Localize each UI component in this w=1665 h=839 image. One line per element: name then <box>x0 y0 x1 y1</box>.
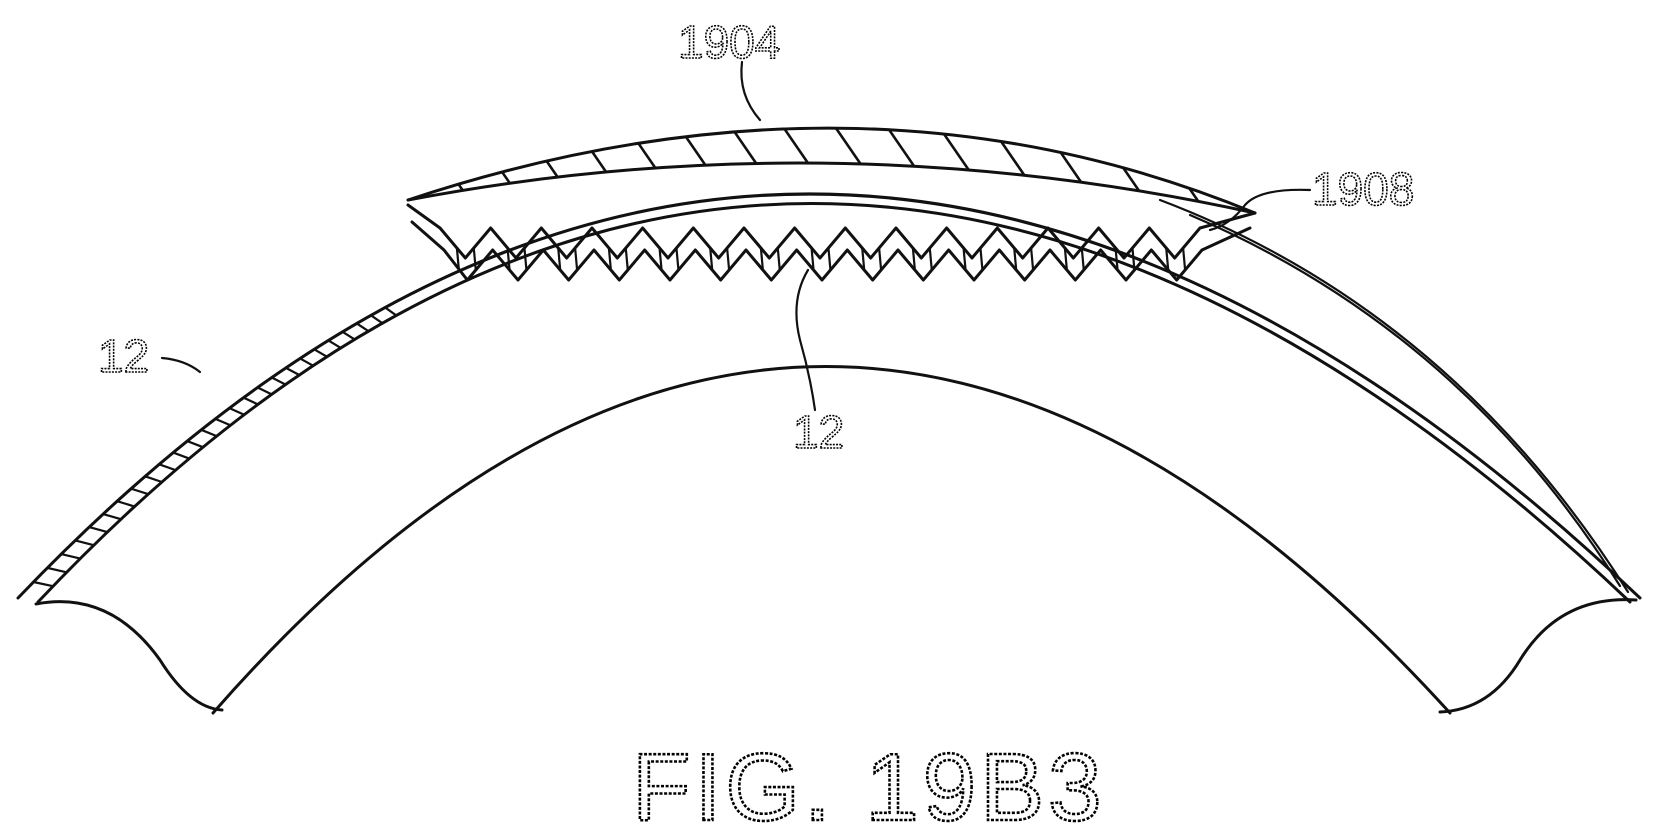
zigzag-cell-divider <box>524 248 526 270</box>
hatch-line <box>1004 70 1114 230</box>
band-cell-divider <box>258 387 272 394</box>
leader-12-center <box>796 270 815 410</box>
band-cell-divider <box>314 349 327 356</box>
zigzag-cell-divider <box>727 248 729 270</box>
band-cell-divider <box>61 554 80 559</box>
leader-1908 <box>1210 190 1310 230</box>
band-cell-divider <box>145 476 162 482</box>
ref-label-12-left: 12 <box>98 330 149 382</box>
band-cell-divider <box>272 378 286 385</box>
leader-1904 <box>741 62 760 120</box>
hatch-line <box>432 70 542 230</box>
band-inner-arc <box>38 204 1630 603</box>
zigzag-cell-divider <box>930 248 932 270</box>
zigzag-cell-divider <box>828 248 830 270</box>
band-cell-divider <box>131 489 148 494</box>
band-cell-divider <box>385 307 396 315</box>
band-cell-divider <box>75 540 94 545</box>
band-cell-divider <box>371 315 382 323</box>
leader-12-left <box>162 358 200 372</box>
ref-label-12-center: 12 <box>793 406 844 458</box>
band-cell-divider <box>159 464 175 470</box>
right-bottom-curve <box>1440 600 1636 712</box>
hatch-line <box>536 70 646 230</box>
zigzag-cell-divider <box>1082 248 1084 270</box>
band-cell-divider <box>201 430 216 436</box>
zigzag-cell-divider <box>778 248 780 270</box>
band-cell-divider <box>300 358 313 365</box>
band-cell-divider <box>33 582 53 586</box>
band-cell-divider <box>117 501 134 506</box>
band-cell-divider <box>47 568 66 572</box>
hatch-line <box>380 70 490 230</box>
zigzag-cell-divider <box>676 248 678 270</box>
zigzag-cell-divider <box>474 248 476 270</box>
zigzag-cell-divider <box>1031 248 1033 270</box>
band-cell-divider <box>103 514 121 519</box>
ref-label-1908: 1908 <box>1312 163 1414 215</box>
band-cell-divider <box>343 332 355 340</box>
band-cell-divider <box>187 441 203 447</box>
band-cell-divider <box>357 323 369 331</box>
hatch-line <box>1056 70 1166 230</box>
band-cell-divider <box>328 340 340 348</box>
zigzag-cell-divider <box>575 248 577 270</box>
band-cell-divider <box>286 368 299 375</box>
hatch-line <box>484 70 594 230</box>
figure-caption: FIG. 19B3 <box>632 734 1106 839</box>
band-cell-divider <box>173 453 189 459</box>
band-cell-divider <box>244 398 258 405</box>
left-band-cells <box>33 307 396 586</box>
band-cell-divider <box>89 527 107 532</box>
band-cell-divider <box>215 419 230 425</box>
zigzag-cell-divider <box>879 248 881 270</box>
element-1904-crescent <box>408 128 1255 213</box>
band-cell-divider <box>229 408 244 415</box>
left-bottom-curve <box>36 602 222 710</box>
zigzag-cell-divider <box>626 248 628 270</box>
zigzag-cell-divider <box>980 248 982 270</box>
hatch-line <box>1108 70 1218 230</box>
ref-label-1904: 1904 <box>678 16 780 68</box>
zigzag-cell-divider <box>1183 248 1185 270</box>
